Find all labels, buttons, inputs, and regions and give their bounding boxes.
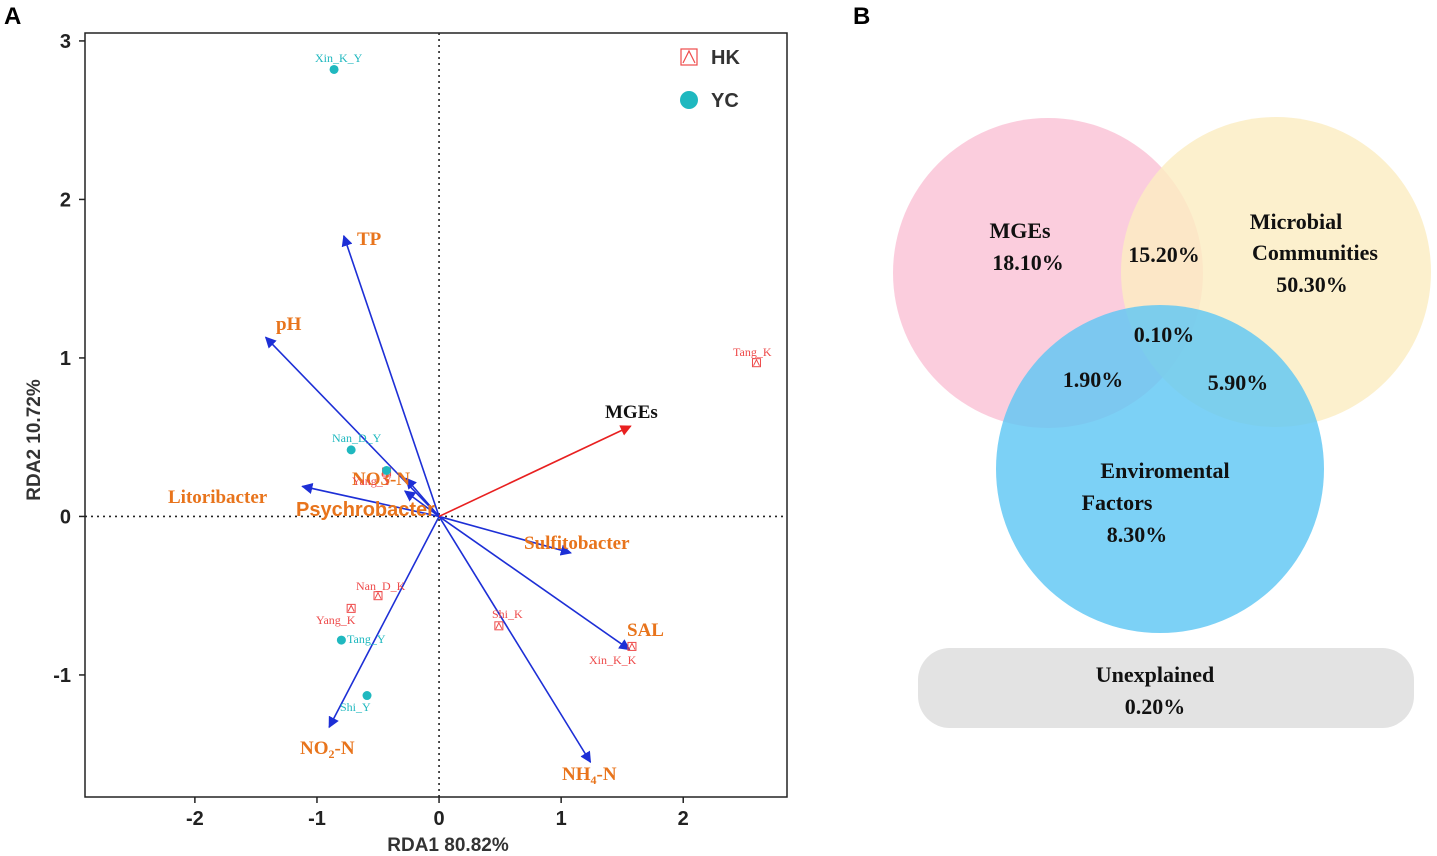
rda-biplot: -2 -1 0 1 2 -1 0 1 2 3 TP pH NO3-N Litoribacter Psych… xyxy=(24,31,788,856)
unexplained-label: Unexplained xyxy=(1096,662,1215,687)
vector-label-ph: pH xyxy=(276,314,302,335)
x-tick-label: -2 xyxy=(186,808,204,830)
point-label-yang-k: Yang_K xyxy=(316,613,356,627)
vector-sal xyxy=(438,515,631,651)
vector-label-sulfitobacter: Sulfitobacter xyxy=(524,533,630,554)
vector-label-no3-n: NO3-N xyxy=(352,469,410,490)
point-yc-unlabeled xyxy=(382,465,392,475)
y-tick-label: 3 xyxy=(60,31,71,53)
legend-triangle xyxy=(682,49,696,64)
point-hk-tang-k xyxy=(751,358,761,368)
vector-label-litoribacter: Litoribacter xyxy=(168,487,268,508)
venn-mges-microbial-value: 15.20% xyxy=(1128,242,1200,267)
legend-label-yc: YC xyxy=(711,90,739,112)
point-label-yang-y: Yang_Y xyxy=(352,474,392,488)
venn-microbial-env-value: 5.90% xyxy=(1208,370,1269,395)
point-label-xin-k-k: Xin_K_K xyxy=(589,653,637,667)
venn-env-value: 8.30% xyxy=(1107,522,1168,547)
vector-no3-n xyxy=(405,477,440,517)
point-yc-xin-k-y xyxy=(329,64,339,74)
point-label-tang-k: Tang_K xyxy=(733,345,772,359)
y-axis-title: RDA2 10.72% xyxy=(24,379,45,501)
point-label-nan-d-y: Nan_D_Y xyxy=(332,431,382,445)
vector-label-mges: MGEs xyxy=(605,402,658,423)
vector-psychrobacter xyxy=(403,490,440,518)
legend: HK YC xyxy=(680,47,740,112)
panel-label-b: B xyxy=(853,3,870,30)
point-label-xin-k-y: Xin_K_Y xyxy=(315,51,363,65)
x-tick-label: 0 xyxy=(433,808,444,830)
zero-lines xyxy=(85,33,787,797)
venn-env-title-1: Enviromental xyxy=(1100,458,1229,483)
point-label-nan-d-k: Nan_D_K xyxy=(356,579,406,593)
point-yc-nan-d-y xyxy=(346,445,356,455)
legend-label-hk: HK xyxy=(711,47,740,69)
vector-label-sal: SAL xyxy=(627,620,664,641)
vector-mges xyxy=(438,425,632,518)
point-label-tang-y: Tang_Y xyxy=(347,632,386,646)
point-hk-yang-k xyxy=(346,603,356,613)
plot-frame xyxy=(84,32,788,798)
vector-arrows: TP pH NO3-N Litoribacter Psychrobacter Sulfit… xyxy=(168,229,664,787)
y-tick-label: 1 xyxy=(60,348,71,370)
vector-label-nh4-n: NH4-N xyxy=(562,764,617,787)
point-hk-nan-d-k xyxy=(373,591,383,601)
venn-mges-env-value: 1.90% xyxy=(1063,367,1124,392)
x-tick-label: 2 xyxy=(678,808,689,830)
marker-triangle xyxy=(374,591,382,599)
vector-label-psychrobacter: Psychrobacter xyxy=(296,499,435,521)
venn-circle-environmental xyxy=(996,305,1324,633)
marker-triangle xyxy=(628,642,636,650)
venn-microbial-title-2: Communities xyxy=(1252,240,1378,265)
point-label-shi-y: Shi_Y xyxy=(340,700,371,714)
legend-marker-hk xyxy=(680,48,698,66)
vector-nh4-n xyxy=(438,516,592,764)
x-axis-title: RDA1 80.82% xyxy=(387,835,509,856)
point-label-shi-k: Shi_K xyxy=(492,607,523,621)
site-points: Tang_K Nan_D_K Yang_K Shi_K Xin_K_K Yang_Y Xin… xyxy=(315,51,772,714)
marker-triangle xyxy=(347,604,355,612)
y-tick-label: 2 xyxy=(60,189,71,211)
x-tick-label: -1 xyxy=(308,808,326,830)
x-tick-label: 1 xyxy=(556,808,567,830)
venn-env-title-2: Factors xyxy=(1082,490,1153,515)
y-tick-label: 0 xyxy=(60,506,71,528)
vector-no2-n xyxy=(328,516,440,729)
y-tick-label: -1 xyxy=(53,665,71,687)
legend-marker-yc xyxy=(680,91,698,109)
panel-label-a: A xyxy=(4,3,21,30)
axis-ticks: -2 -1 0 1 2 -1 0 1 2 3 xyxy=(53,31,689,830)
vector-sulfitobacter xyxy=(438,515,572,556)
vector-tp xyxy=(341,234,440,517)
venn-mges-title: MGEs xyxy=(989,218,1051,243)
marker-triangle xyxy=(753,358,760,366)
point-hk-shi-k xyxy=(494,621,504,631)
vector-label-tp: TP xyxy=(357,229,382,250)
point-yc-tang-y xyxy=(336,635,346,645)
marker-triangle xyxy=(495,621,503,630)
legend-square xyxy=(680,48,698,66)
venn-microbial-title-1: Microbial xyxy=(1250,209,1342,234)
point-hk-xin-k-k xyxy=(627,641,637,651)
venn-all-three-value: 0.10% xyxy=(1134,322,1195,347)
vector-label-no2-n: NO2-N xyxy=(300,738,355,761)
venn-microbial-value: 50.30% xyxy=(1276,272,1348,297)
venn-diagram: MGEs 18.10% Microbial Communities 50.30%… xyxy=(893,117,1431,728)
unexplained-box xyxy=(918,648,1414,728)
venn-mges-value: 18.10% xyxy=(992,250,1064,275)
vector-litoribacter xyxy=(301,483,440,518)
unexplained-value: 0.20% xyxy=(1125,694,1186,719)
point-yc-shi-y xyxy=(362,691,372,701)
